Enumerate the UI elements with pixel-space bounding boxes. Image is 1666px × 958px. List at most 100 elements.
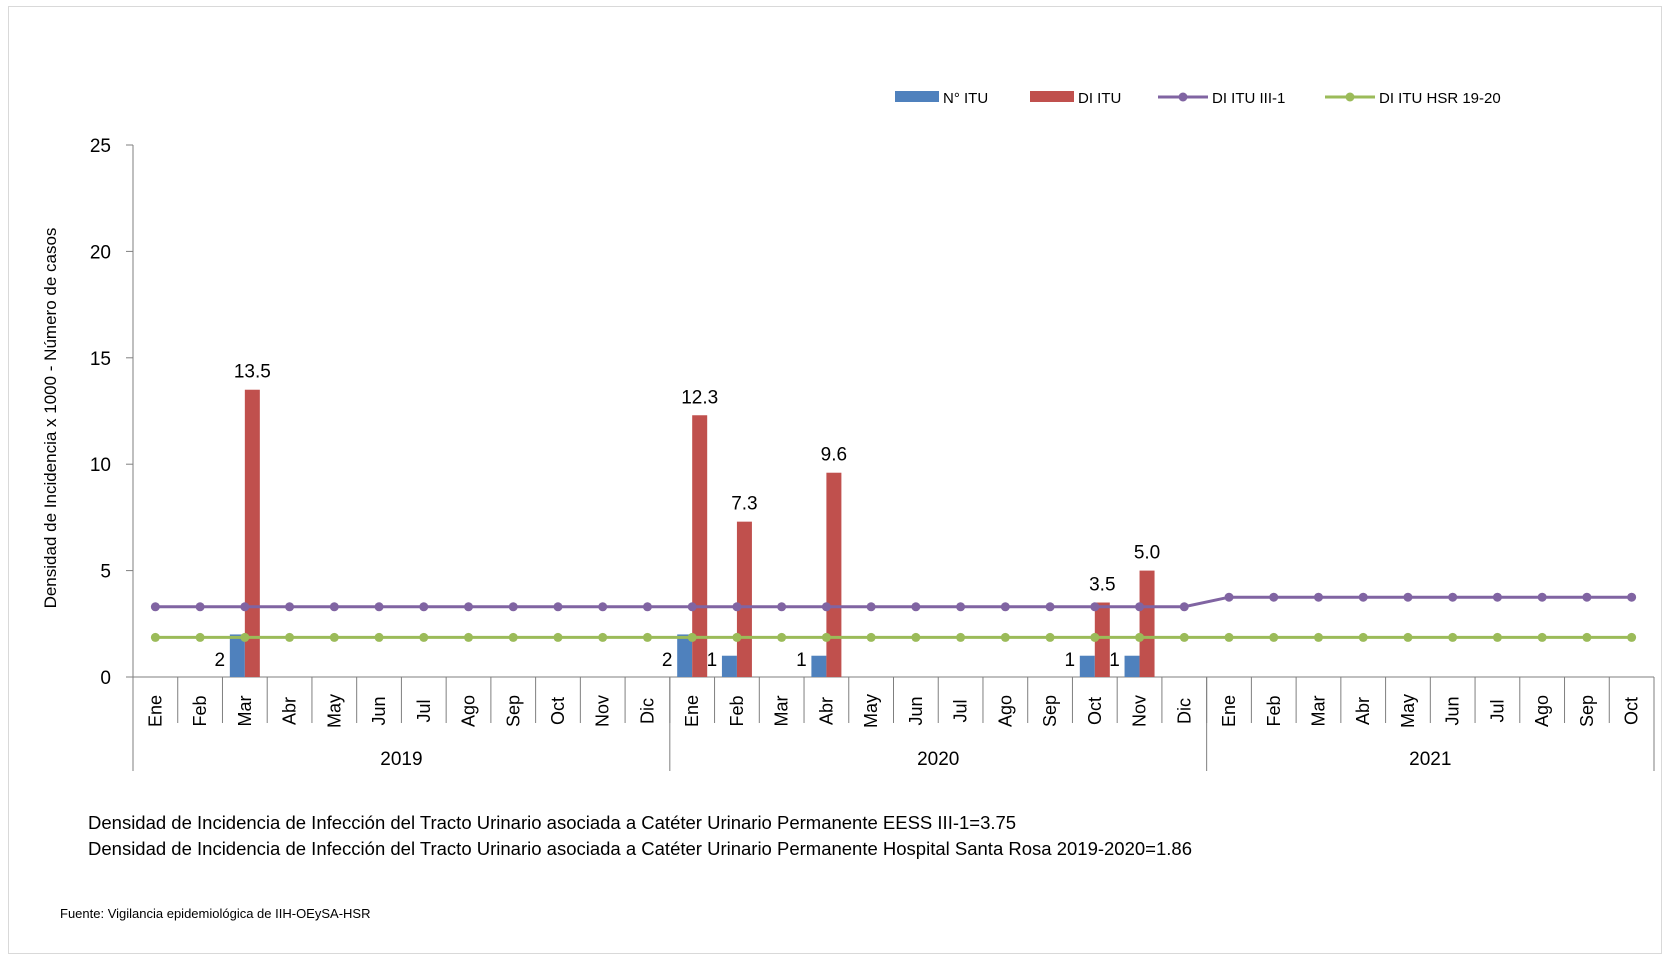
chart-lines: [150, 592, 1637, 642]
point-di-itu-hsr: [642, 632, 652, 642]
point-di-itu-iii-1: [285, 602, 295, 612]
data-label-di-itu: 7.3: [731, 494, 757, 515]
data-label-di-itu: 12.3: [681, 387, 718, 408]
point-di-itu-iii-1: [1627, 592, 1637, 602]
point-di-itu-iii-1: [911, 602, 921, 612]
month-label: Ene: [682, 695, 702, 727]
point-di-itu-hsr: [1045, 632, 1055, 642]
point-di-itu-hsr: [1135, 632, 1145, 642]
month-label: Sep: [503, 695, 523, 727]
data-label-di-itu: 9.6: [821, 445, 847, 466]
data-label-n-itu: 1: [707, 650, 718, 671]
point-di-itu-hsr: [1627, 632, 1637, 642]
point-di-itu-iii-1: [1090, 602, 1100, 612]
month-label: Sep: [1577, 695, 1597, 727]
point-di-itu-hsr: [1224, 632, 1234, 642]
point-di-itu-hsr: [1582, 632, 1592, 642]
month-label: Jul: [1487, 699, 1507, 722]
point-di-itu-iii-1: [732, 602, 742, 612]
legend-label: DI ITU III-1: [1212, 90, 1285, 107]
data-label-n-itu: 2: [215, 650, 226, 671]
point-di-itu-iii-1: [866, 602, 876, 612]
month-label: Ene: [145, 695, 165, 727]
month-label: Ago: [1532, 695, 1552, 727]
bar-n-itu: [1124, 655, 1140, 677]
legend-label: DI ITU: [1078, 90, 1121, 107]
month-label: Jul: [414, 699, 434, 722]
point-di-itu-iii-1: [598, 602, 608, 612]
month-label: Oct: [548, 697, 568, 725]
point-di-itu-iii-1: [1224, 592, 1234, 602]
year-label: 2020: [917, 749, 959, 770]
bar-n-itu: [721, 655, 737, 677]
month-label: Abr: [816, 697, 836, 725]
y-tick-label: 25: [90, 136, 111, 157]
legend-marker: [1345, 92, 1355, 102]
point-di-itu-hsr: [1537, 632, 1547, 642]
point-di-itu-hsr: [1179, 632, 1189, 642]
point-di-itu-hsr: [1000, 632, 1010, 642]
legend-swatch: [1030, 91, 1074, 102]
bar-n-itu: [811, 655, 827, 677]
data-label-n-itu: 1: [1109, 650, 1120, 671]
bar-di-itu: [826, 472, 842, 677]
point-di-itu-iii-1: [642, 602, 652, 612]
data-label-n-itu: 1: [1065, 650, 1076, 671]
month-label: Abr: [1353, 697, 1373, 725]
year-label: 2021: [1409, 749, 1451, 770]
point-di-itu-iii-1: [687, 602, 697, 612]
point-di-itu-hsr: [195, 632, 205, 642]
month-label: Mar: [235, 695, 255, 726]
point-di-itu-hsr: [508, 632, 518, 642]
data-label-di-itu: 3.5: [1089, 575, 1115, 596]
point-di-itu-hsr: [419, 632, 429, 642]
point-di-itu-hsr: [1492, 632, 1502, 642]
month-label: Feb: [727, 695, 747, 726]
point-di-itu-iii-1: [777, 602, 787, 612]
point-di-itu-hsr: [1269, 632, 1279, 642]
point-di-itu-hsr: [1358, 632, 1368, 642]
incidence-chart: N° ITU DI ITU DI ITU III-1 DI ITU HSR 19-20…: [41, 90, 1655, 771]
legend-marker: [1178, 92, 1188, 102]
footnote-eess: Densidad de Incidencia de Infección del …: [88, 812, 1017, 833]
legend-swatch: [895, 91, 939, 102]
month-label: Ago: [459, 695, 479, 727]
month-label: Jun: [906, 696, 926, 725]
month-label: Nov: [1130, 695, 1150, 727]
point-di-itu-iii-1: [1358, 592, 1368, 602]
year-label: 2019: [380, 749, 422, 770]
bar-di-itu: [1139, 570, 1155, 677]
data-label-n-itu: 1: [796, 650, 807, 671]
point-di-itu-hsr: [285, 632, 295, 642]
month-label: May: [1398, 694, 1418, 728]
point-di-itu-hsr: [598, 632, 608, 642]
data-label-di-itu: 5.0: [1134, 543, 1160, 564]
point-di-itu-iii-1: [1492, 592, 1502, 602]
point-di-itu-hsr: [374, 632, 384, 642]
point-di-itu-iii-1: [1179, 602, 1189, 612]
legend-label: DI ITU HSR 19-20: [1379, 90, 1501, 107]
point-di-itu-hsr: [821, 632, 831, 642]
month-label: Nov: [593, 695, 613, 727]
y-axis-label: Densidad de Incidencia x 1000 - Número d…: [41, 228, 60, 609]
month-label: Oct: [1622, 697, 1642, 725]
month-label: Mar: [1308, 695, 1328, 726]
month-label: Feb: [1264, 695, 1284, 726]
point-di-itu-hsr: [777, 632, 787, 642]
point-di-itu-iii-1: [195, 602, 205, 612]
point-di-itu-iii-1: [374, 602, 384, 612]
point-di-itu-iii-1: [1537, 592, 1547, 602]
point-di-itu-iii-1: [1135, 602, 1145, 612]
month-label: Mar: [772, 695, 792, 726]
month-label: Oct: [1085, 697, 1105, 725]
point-di-itu-iii-1: [821, 602, 831, 612]
point-di-itu-hsr: [1313, 632, 1323, 642]
point-di-itu-iii-1: [464, 602, 474, 612]
month-label: Feb: [190, 695, 210, 726]
line-di-itu-iii-1: [155, 595, 1632, 609]
month-label: Ago: [995, 695, 1015, 727]
chart-axes: 0 5 10 15 20 25 2019 2020 2021 Ene Feb Mar Abr May Jun…: [90, 136, 1655, 771]
point-di-itu-iii-1: [553, 602, 563, 612]
point-di-itu-iii-1: [1448, 592, 1458, 602]
source-note: Fuente: Vigilancia epidemiológica de IIH…: [60, 906, 371, 921]
